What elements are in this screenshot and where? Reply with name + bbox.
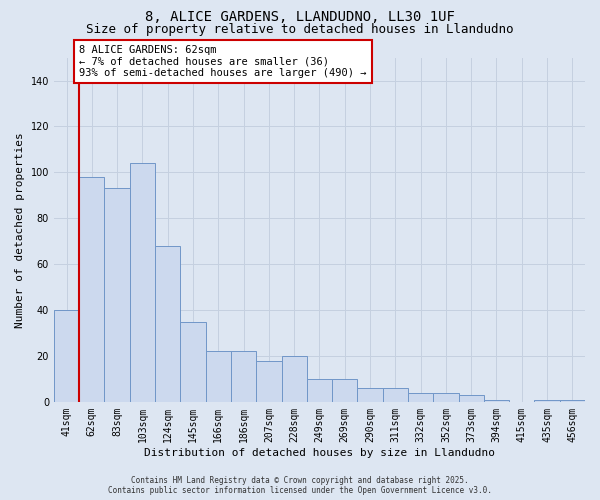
Bar (155, 246, 181, 402)
Text: Contains HM Land Registry data © Crown copyright and database right 2025.
Contai: Contains HM Land Registry data © Crown c… (108, 476, 492, 495)
Bar (383, 388, 408, 402)
Bar (332, 379, 358, 402)
Bar (281, 356, 307, 402)
Bar (79, 177, 104, 402)
Bar (408, 392, 433, 402)
Bar (458, 395, 484, 402)
Bar (307, 379, 332, 402)
Bar (256, 360, 281, 402)
Bar (206, 352, 231, 402)
Bar (104, 188, 130, 402)
Bar (130, 163, 155, 402)
Text: 8 ALICE GARDENS: 62sqm
← 7% of detached houses are smaller (36)
93% of semi-deta: 8 ALICE GARDENS: 62sqm ← 7% of detached … (79, 45, 367, 78)
Bar (231, 352, 256, 402)
Bar (181, 322, 206, 402)
Text: 8, ALICE GARDENS, LLANDUDNO, LL30 1UF: 8, ALICE GARDENS, LLANDUDNO, LL30 1UF (145, 10, 455, 24)
Bar (535, 400, 560, 402)
Bar (484, 400, 509, 402)
Text: Size of property relative to detached houses in Llandudno: Size of property relative to detached ho… (86, 22, 514, 36)
Bar (433, 392, 458, 402)
X-axis label: Distribution of detached houses by size in Llandudno: Distribution of detached houses by size … (144, 448, 495, 458)
Bar (560, 400, 585, 402)
Y-axis label: Number of detached properties: Number of detached properties (15, 132, 25, 328)
Bar (54, 310, 79, 402)
Bar (358, 388, 383, 402)
